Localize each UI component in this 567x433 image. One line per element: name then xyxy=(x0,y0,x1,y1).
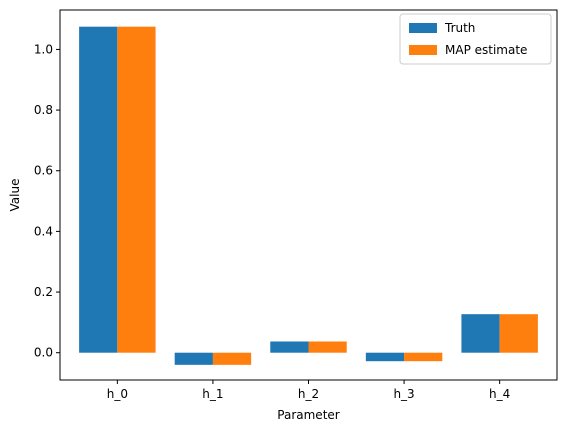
x-axis: h_0 h_1 h_2 h_3 h_4 xyxy=(107,380,510,401)
bar-h_2-map-estimate xyxy=(308,341,347,353)
y-tick-label: 0.8 xyxy=(34,103,53,117)
x-tick-label: h_2 xyxy=(298,387,319,401)
bar-h_0-map-estimate xyxy=(117,26,156,353)
bar-h_0-truth xyxy=(79,26,118,353)
x-tick-label: h_1 xyxy=(202,387,223,401)
bar-h_1-map-estimate xyxy=(212,352,252,365)
y-tick-label: 0.6 xyxy=(34,164,53,178)
bar-h_3-truth xyxy=(365,352,405,362)
x-axis-label: Parameter xyxy=(277,408,339,422)
y-axis-label: Value xyxy=(8,179,22,212)
y-tick-label: 0.4 xyxy=(34,224,53,238)
y-axis: 0.0 0.2 0.4 0.6 0.8 1.0 xyxy=(34,42,60,360)
legend: Truth MAP estimate xyxy=(399,13,552,65)
bar-h_2-truth xyxy=(270,341,309,353)
legend-swatch xyxy=(409,23,437,33)
y-tick-label: 0.2 xyxy=(34,285,53,299)
y-tick-label: 1.0 xyxy=(34,42,53,56)
bars-layer xyxy=(79,26,538,365)
x-tick-label: h_4 xyxy=(489,387,510,401)
bar-h_1-truth xyxy=(174,352,213,365)
bar-h_3-map-estimate xyxy=(404,352,443,362)
legend-box xyxy=(399,13,552,65)
legend-entry: MAP estimate xyxy=(445,43,527,57)
x-tick-label: h_3 xyxy=(393,387,414,401)
y-tick-label: 0.0 xyxy=(34,346,53,360)
bar-h_4-map-estimate xyxy=(499,314,538,353)
legend-swatch xyxy=(409,45,437,55)
x-tick-label: h_0 xyxy=(107,387,128,401)
legend-entry: Truth xyxy=(444,21,475,35)
bar-h_4-truth xyxy=(461,314,500,353)
